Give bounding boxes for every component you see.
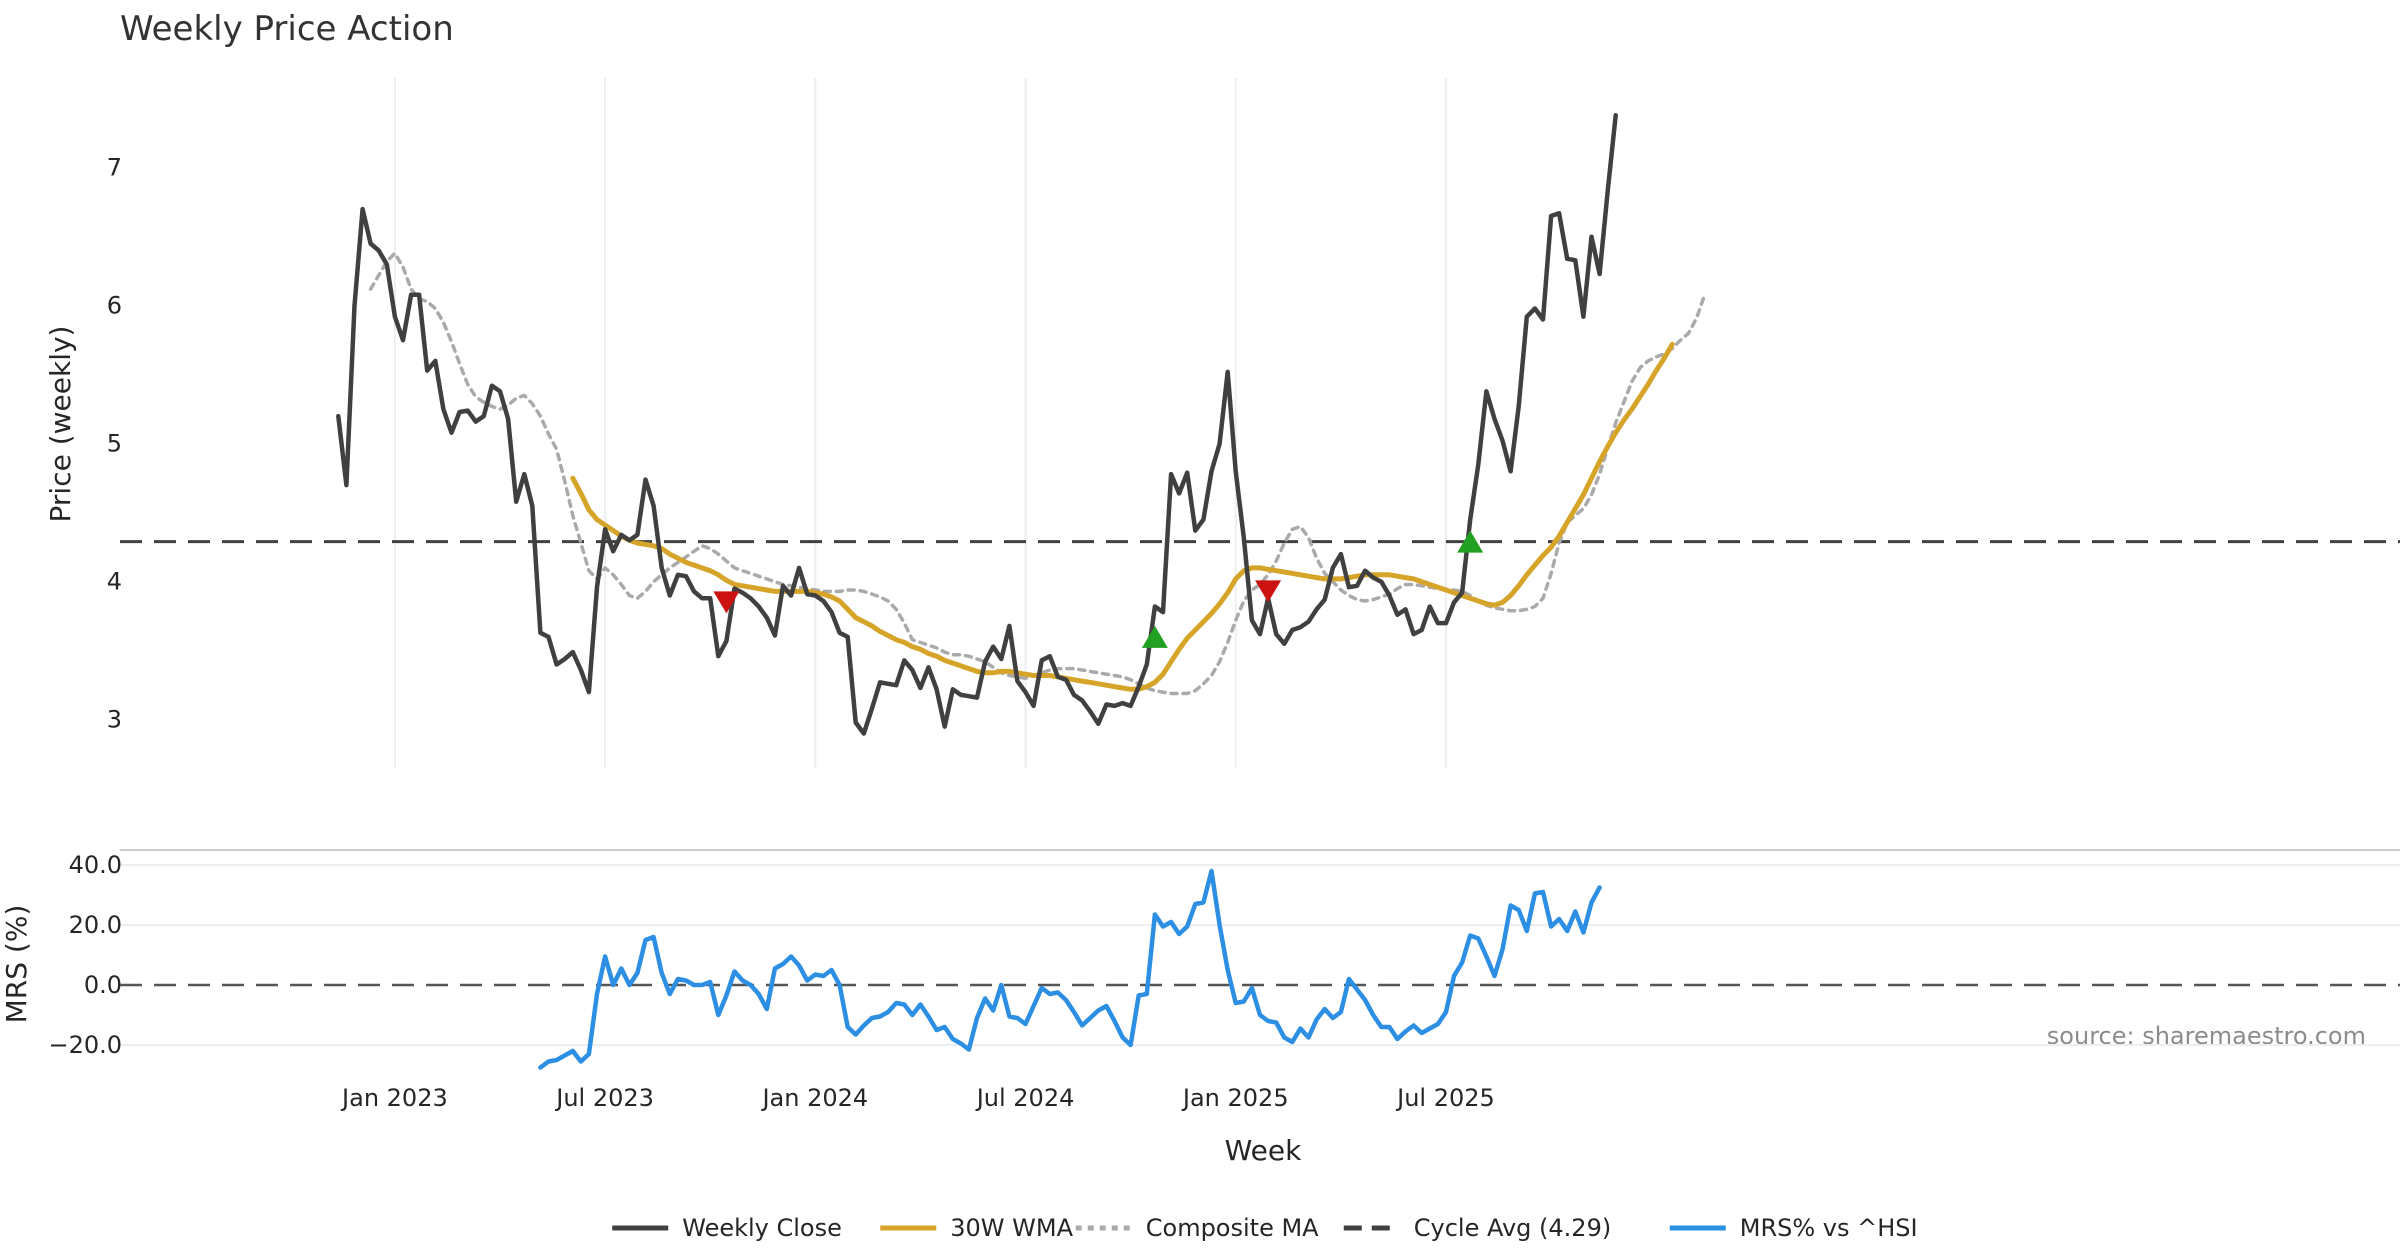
gridlines: [120, 78, 2400, 1046]
price-y-tick-label: 5: [107, 430, 122, 458]
price-y-tick-label: 4: [107, 568, 122, 596]
x-tick-label: Jul 2024: [975, 1084, 1075, 1112]
sell-signal-marker: [1255, 580, 1282, 603]
x-tick-label: Jul 2023: [554, 1084, 654, 1112]
x-tick-label: Jan 2024: [760, 1084, 868, 1112]
legend-label: 30W WMA: [950, 1214, 1073, 1242]
mrs-y-tick-label: −20.0: [48, 1031, 122, 1059]
series-weekly-close: [336, 113, 1618, 736]
price-y-tick-label: 7: [107, 154, 122, 182]
legend-label: Weekly Close: [682, 1214, 842, 1242]
mrs-y-axis-label: MRS (%): [0, 905, 33, 1024]
x-tick-label: Jul 2025: [1395, 1084, 1495, 1112]
x-tick-label: Jan 2023: [340, 1084, 448, 1112]
x-tick-label: Jan 2025: [1181, 1084, 1289, 1112]
series-mrs-vs-hsi: [538, 868, 1602, 1070]
price-y-tick-label: 3: [107, 706, 122, 734]
legend-label: Composite MA: [1146, 1214, 1319, 1242]
price-y-tick-label: 6: [107, 292, 122, 320]
price-y-axis-label: Price (weekly): [44, 326, 77, 523]
mrs-y-tick-label: 0.0: [84, 971, 122, 999]
buy-signal-marker: [1141, 625, 1168, 648]
chart-title: Weekly Price Action: [120, 9, 454, 49]
legend-label: Cycle Avg (4.29): [1414, 1214, 1611, 1242]
x-axis-label: Week: [1225, 1134, 1302, 1167]
mrs-y-tick-label: 40.0: [69, 851, 122, 879]
buy-signal-marker: [1457, 530, 1484, 553]
series-composite-ma: [368, 251, 1707, 696]
legend-label: MRS% vs ^HSI: [1740, 1214, 1918, 1242]
sell-signal-marker: [713, 591, 740, 614]
mrs-y-tick-label: 20.0: [69, 911, 122, 939]
legend: Weekly Close 30W WMA Composite MA Cycle Avg…: [612, 1214, 1918, 1242]
series-30w-wma: [570, 341, 1675, 692]
